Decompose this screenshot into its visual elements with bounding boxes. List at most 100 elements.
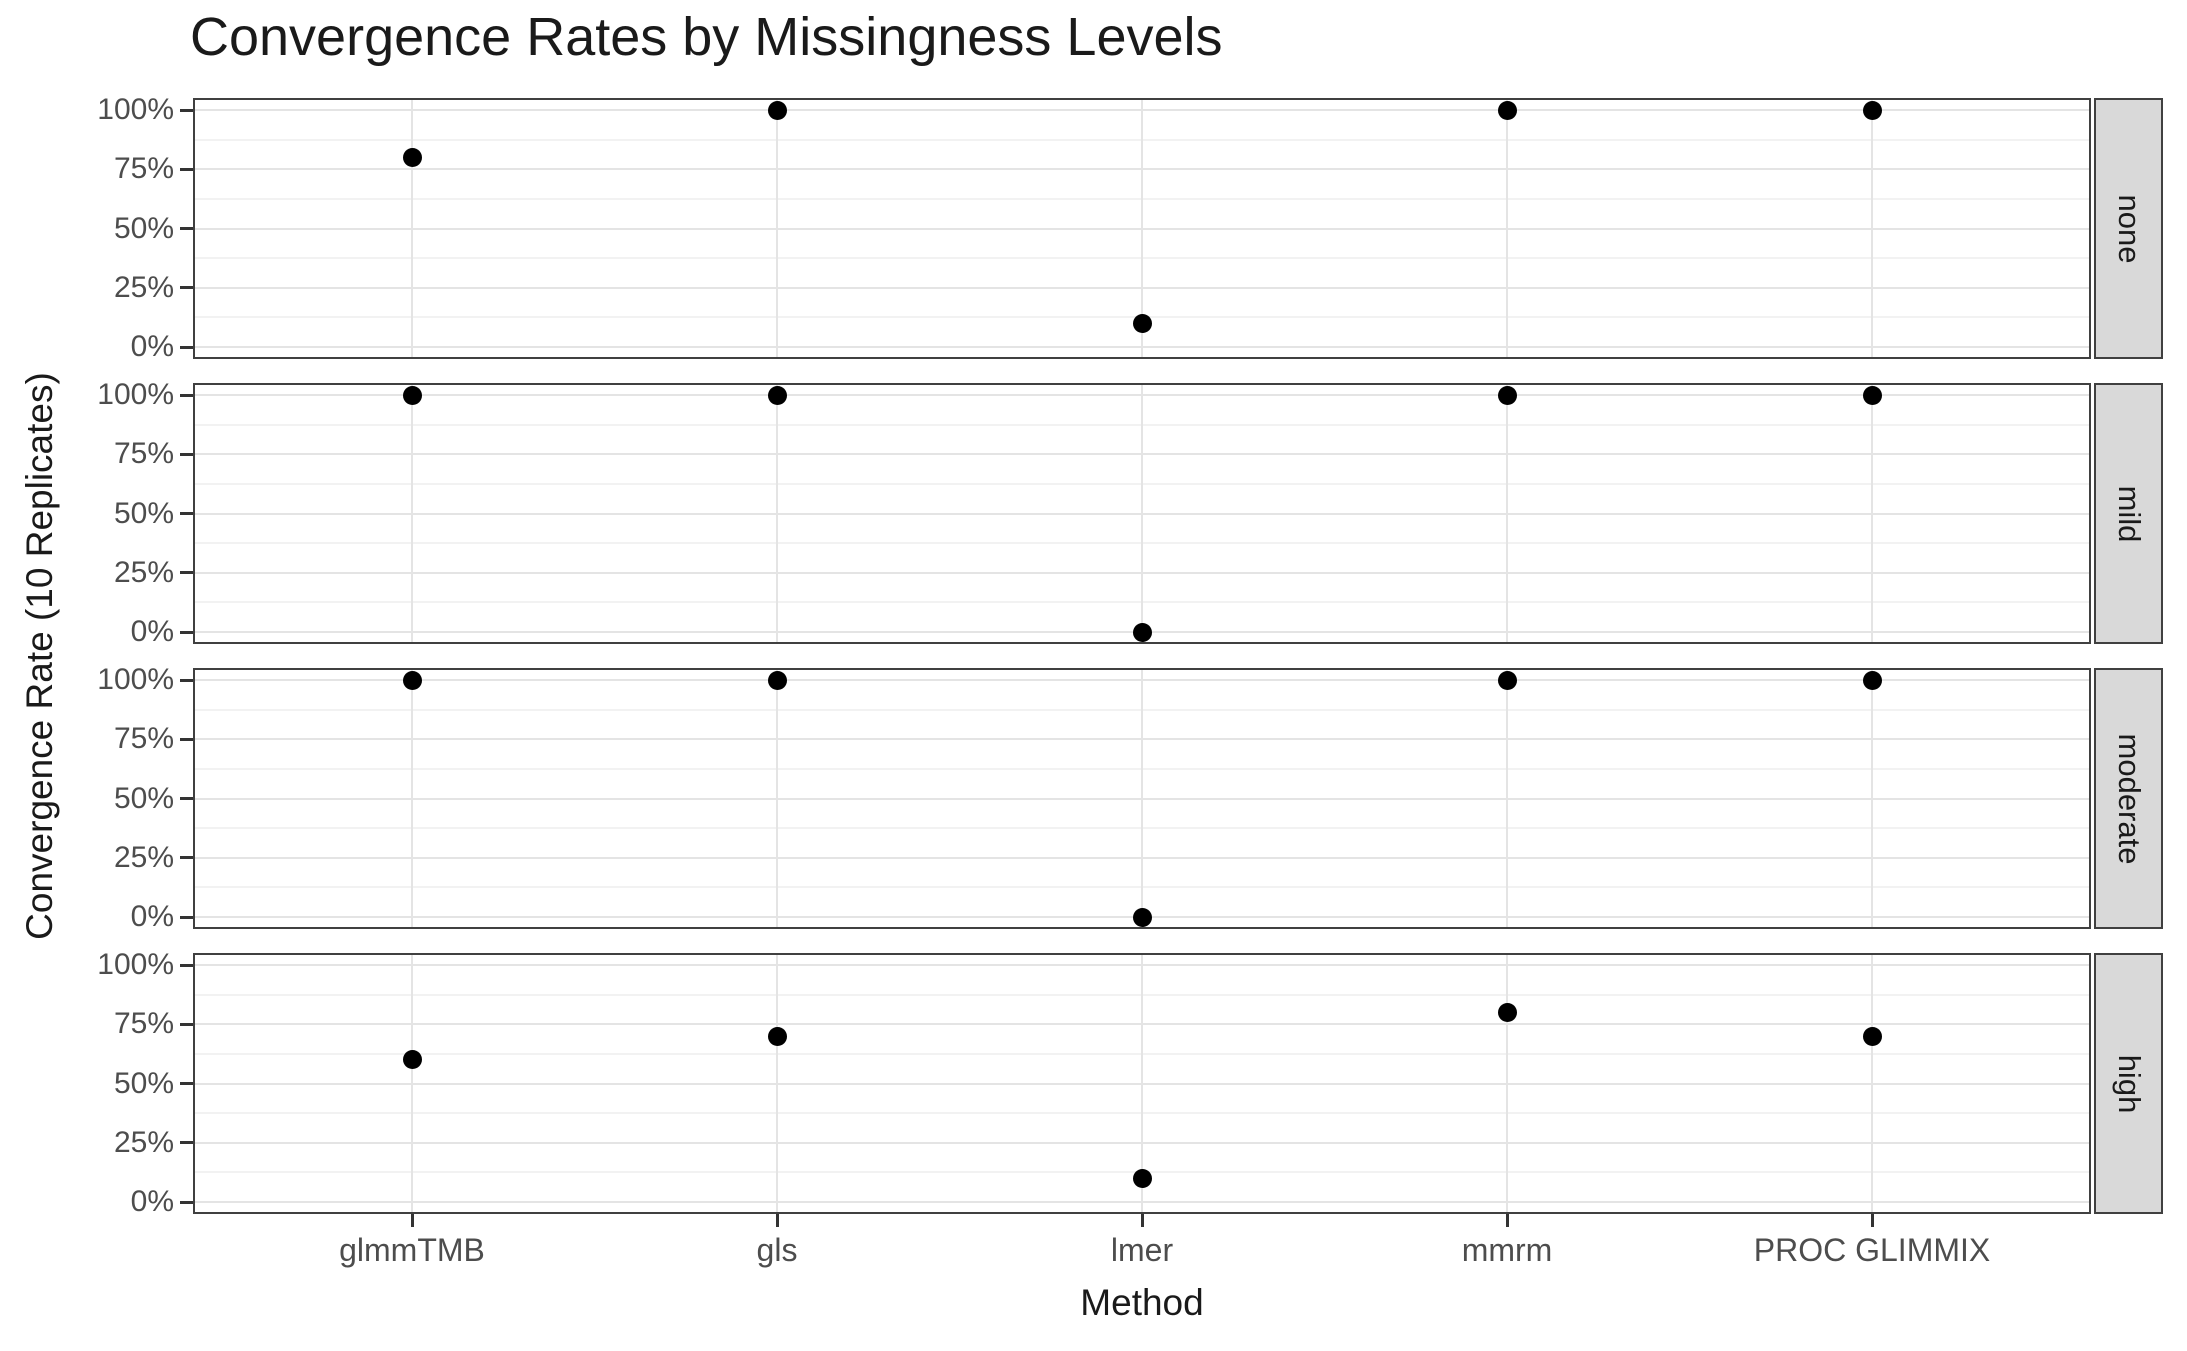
y-axis-tick [180,737,193,741]
y-axis-tick [180,167,193,171]
y-axis-tick-label: 0% [130,900,174,933]
data-point-none-lmer [1132,313,1152,333]
x-axis-tick-label-mmrm: mmrm [1461,1232,1553,1268]
data-point-mild-glmmTMB [402,385,422,405]
chart-title: Convergence Rates by Missingness Levels [190,7,1223,67]
gridline-major-vertical [411,670,413,927]
facet-panel-mild [193,383,2091,644]
y-axis-tick-label: 50% [113,211,174,245]
gridline-major-vertical [776,385,778,642]
gridline-major-vertical [1506,670,1508,927]
gridline-major-vertical [1141,100,1143,357]
x-axis-tick [1505,1214,1509,1227]
y-axis-tick [180,1200,193,1204]
y-axis-tick-label: 100% [97,378,174,411]
gridline-major-vertical [411,100,413,357]
data-point-moderate-PROC GLIMMIX [1862,670,1882,690]
gridline-major-vertical [1871,955,1873,1212]
data-point-none-gls [767,100,787,120]
data-point-mild-PROC GLIMMIX [1862,385,1882,405]
x-axis-tick [410,1214,414,1227]
gridline-major-vertical [411,955,413,1212]
y-axis-tick-label: 75% [113,152,174,186]
x-axis-tick [1140,1214,1144,1227]
x-axis-tick-label-lmer: lmer [1110,1232,1174,1268]
y-axis-tick-label: 0% [130,615,174,648]
y-axis-tick-label: 100% [97,93,174,126]
gridline-major-vertical [1871,385,1873,642]
y-axis-tick-label: 75% [113,1007,174,1041]
data-point-moderate-lmer [1132,907,1152,927]
facet-strip-mild: mild [2094,383,2163,644]
data-point-mild-lmer [1132,622,1152,642]
y-axis-tick [180,678,193,682]
y-axis-tick [180,345,193,349]
y-axis-tick [180,856,193,860]
gridline-major-vertical [776,100,778,357]
data-point-high-glmmTMB [402,1050,422,1070]
y-axis-tick [180,797,193,800]
data-point-high-lmer [1132,1168,1152,1188]
data-point-moderate-gls [767,670,787,690]
gridline-major-vertical [1506,385,1508,642]
y-axis-tick-label: 100% [97,663,174,696]
x-axis-tick-label-PROC GLIMMIX: PROC GLIMMIX [1753,1232,1991,1268]
gridline-major-vertical [776,955,778,1212]
data-point-none-mmrm [1497,100,1517,120]
y-axis-tick-label: 50% [113,496,174,530]
data-point-none-glmmTMB [402,147,422,167]
y-axis-tick [180,963,193,967]
facet-panel-none [193,98,2091,359]
gridline-major-vertical [411,385,413,642]
x-axis-tick [1870,1214,1874,1227]
data-point-moderate-glmmTMB [402,670,422,690]
y-axis-tick [180,1141,193,1145]
gridline-major-vertical [776,670,778,927]
facet-strip-high: high [2094,953,2163,1214]
gridline-major-vertical [1871,100,1873,357]
y-axis-tick-label: 25% [113,555,174,589]
y-axis-tick [180,915,193,919]
data-point-high-PROC GLIMMIX [1862,1026,1882,1046]
facet-strip-moderate: moderate [2094,668,2163,929]
facet-strip-label: moderate [2111,733,2147,864]
x-axis-title: Method [1080,1282,1204,1323]
y-axis-tick-label: 25% [113,270,174,304]
y-axis-tick-label: 100% [97,948,174,981]
gridline-major-vertical [1871,670,1873,927]
gridline-major-vertical [1141,670,1143,927]
facet-panel-high [193,953,2091,1214]
data-point-mild-mmrm [1497,385,1517,405]
x-axis-tick [775,1214,779,1227]
data-point-moderate-mmrm [1497,670,1517,690]
facet-strip-label: high [2111,1054,2147,1113]
y-axis-tick-label: 50% [113,781,174,815]
data-point-none-PROC GLIMMIX [1862,100,1882,120]
y-axis-tick-label: 0% [130,330,174,363]
gridline-major-vertical [1141,955,1143,1212]
facet-strip-none: none [2094,98,2163,359]
y-axis-tick [180,286,193,290]
x-axis-tick-label-glmmTMB: glmmTMB [339,1232,485,1268]
y-axis-tick [180,1082,193,1085]
y-axis-tick [180,512,193,515]
y-axis-tick [180,393,193,397]
facet-strip-label: none [2111,194,2147,263]
y-axis-tick-label: 75% [113,722,174,756]
y-axis-tick-label: 75% [113,437,174,471]
y-axis-tick [180,1022,193,1026]
y-axis-tick-label: 25% [113,840,174,874]
data-point-high-gls [767,1026,787,1046]
y-axis-tick [180,108,193,112]
facet-panel-moderate [193,668,2091,929]
y-axis-tick-label: 25% [113,1125,174,1159]
data-point-mild-gls [767,385,787,405]
y-axis-tick-label: 50% [113,1066,174,1100]
data-point-high-mmrm [1497,1002,1517,1022]
y-axis-tick [180,227,193,230]
y-axis-tick [180,630,193,634]
gridline-major-vertical [1506,955,1508,1212]
gridline-major-vertical [1141,385,1143,642]
gridline-major-vertical [1506,100,1508,357]
